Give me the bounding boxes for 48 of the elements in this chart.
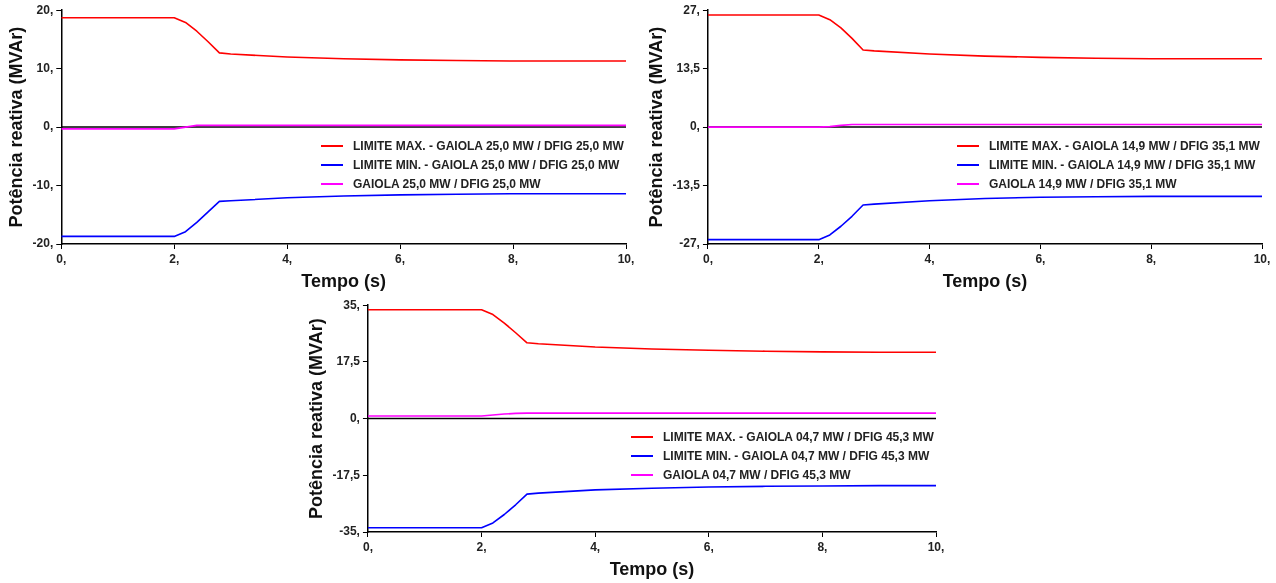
x-tick-label: 8, (817, 539, 828, 554)
y-tick-label: -20, (32, 236, 54, 251)
x-tick-label: 2, (813, 251, 824, 266)
x-axis-title: Tempo (s) (301, 271, 386, 292)
x-tick-label: 4, (282, 251, 293, 266)
y-tick-label: 27, (683, 2, 700, 17)
y-tick-label: -10, (32, 177, 54, 192)
legend-label: GAIOLA 04,7 MW / DFIG 45,3 MW (663, 468, 851, 483)
legend-label: GAIOLA 25,0 MW / DFIG 25,0 MW (353, 176, 541, 191)
x-tick-label: 6, (703, 539, 714, 554)
y-tick-label: 10, (36, 60, 54, 75)
x-tick-label: 10, (1253, 251, 1271, 266)
y-axis-title: Potência reativa (MVAr) (5, 26, 26, 228)
y-tick-label: 0, (349, 410, 360, 425)
x-tick-label: 2, (476, 539, 487, 554)
x-tick-label: 2, (169, 251, 180, 266)
x-tick-label: 4, (590, 539, 601, 554)
x-tick-label: 6, (395, 251, 406, 266)
x-tick-label: 6, (1035, 251, 1046, 266)
y-tick-label: -27, (679, 236, 700, 251)
x-tick-label: 0, (56, 251, 67, 266)
x-axis-title: Tempo (s) (609, 559, 695, 580)
y-tick-label: -13,5 (672, 177, 701, 192)
legend-label: LIMITE MAX. - GAIOLA 25,0 MW / DFIG 25,0 MW (353, 138, 624, 153)
y-axis-title: Potência reativa (MVAr) (645, 26, 666, 228)
x-tick-label: 10, (617, 251, 635, 266)
x-tick-label: 0, (702, 251, 713, 266)
legend-label: LIMITE MAX. - GAIOLA 14,9 MW / DFIG 35,1 MW (989, 138, 1260, 153)
legend-label: LIMITE MIN. - GAIOLA 14,9 MW / DFIG 35,1 MW (989, 157, 1256, 172)
legend-label: GAIOLA 14,9 MW / DFIG 35,1 MW (989, 176, 1177, 191)
x-tick-label: 8, (1146, 251, 1157, 266)
y-tick-label: 13,5 (676, 60, 701, 75)
y-tick-label: -17,5 (332, 467, 361, 482)
y-tick-label: 35, (343, 297, 360, 312)
legend-label: LIMITE MAX. - GAIOLA 04,7 MW / DFIG 45,3 MW (663, 430, 934, 445)
y-axis-title: Potência reativa (MVAr) (305, 318, 326, 519)
x-tick-label: 8, (508, 251, 519, 266)
x-tick-label: 0, (362, 539, 373, 554)
y-tick-label: 0, (689, 119, 700, 134)
y-tick-label: -35, (339, 524, 360, 539)
y-tick-label: 17,5 (336, 354, 361, 369)
y-tick-label: 0, (43, 119, 54, 134)
legend-label: LIMITE MIN. - GAIOLA 04,7 MW / DFIG 45,3 MW (663, 449, 930, 464)
x-axis-title: Tempo (s) (942, 271, 1028, 292)
x-tick-label: 4, (924, 251, 935, 266)
legend-label: LIMITE MIN. - GAIOLA 25,0 MW / DFIG 25,0 MW (353, 157, 620, 172)
x-tick-label: 10, (927, 539, 945, 554)
y-tick-label: 20, (36, 2, 54, 17)
